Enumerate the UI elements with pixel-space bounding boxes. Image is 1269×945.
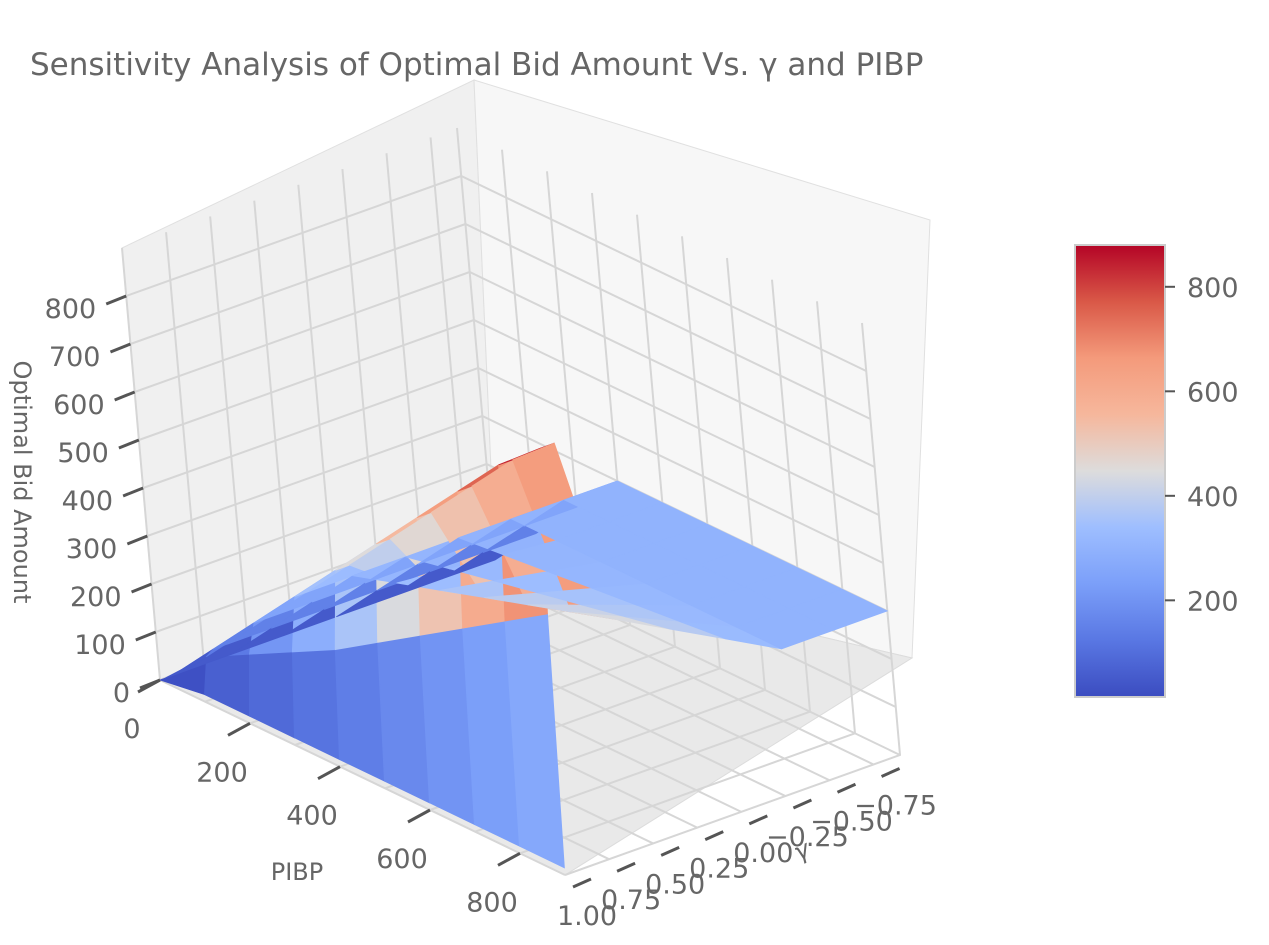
z-tick-7: [109, 342, 132, 354]
y-tick-6: [616, 861, 636, 873]
x-tick-1: [227, 722, 251, 737]
z-tick-label-4: 400: [62, 486, 114, 517]
z-tick-label-0: 0: [113, 678, 130, 709]
surface-patch-80: [788, 588, 889, 631]
x-tick-label-3: 600: [376, 844, 428, 875]
y-tick-label-5: 0.50: [645, 869, 705, 900]
z-tick-8: [105, 294, 127, 306]
z-tick-label-3: 300: [66, 534, 118, 565]
axes: 0 100 200 300 400 500 600 700 800 0 200 400 600 800 −0…: [45, 294, 937, 932]
y-tick-label-1: −0.50: [810, 806, 893, 837]
y-tick-label-4: 0.25: [689, 854, 749, 885]
colorbar-gradient: [1074, 244, 1166, 698]
y-tick-label-3: 0.00: [733, 838, 793, 869]
grid-line-z-6: [134, 270, 876, 468]
x-tick-label-1: 200: [196, 757, 248, 788]
z-tick-1: [135, 630, 157, 642]
y-tick-5: [660, 846, 680, 857]
x-tick-label-2: 400: [286, 801, 338, 832]
z-axis-label: Optimal Bid Amount: [8, 361, 36, 604]
z-tick-label-8: 800: [45, 294, 97, 325]
y-tick-label-0: −0.75: [854, 790, 937, 821]
x-axis-label: PIBP: [271, 858, 324, 886]
grid-line-z-8: [125, 174, 867, 372]
y-tick-label-6: 0.75: [601, 885, 661, 916]
grid-line-z-7: [130, 222, 871, 420]
z-tick-label-6: 600: [53, 390, 105, 421]
colorbar: 200 400 600 800: [1074, 244, 1239, 698]
z-tick-5: [118, 438, 140, 450]
colorbar-ticks: 200 400 600 800: [1165, 273, 1239, 617]
z-tick-4: [122, 486, 144, 498]
y-tick-7: [572, 877, 592, 889]
z-tick-label-1: 100: [74, 630, 126, 661]
z-tick-2: [130, 582, 153, 594]
chart-title: Sensitivity Analysis of Optimal Bid Amou…: [30, 47, 923, 83]
colorbar-tick-label-2: 600: [1187, 377, 1239, 408]
z-tick-label-7: 700: [49, 342, 101, 373]
y-tick-4: [704, 830, 724, 842]
grid-line-z-5: [138, 318, 880, 516]
colorbar-tick-label-3: 800: [1187, 273, 1239, 304]
y-tick-2: [792, 798, 813, 810]
grid-line-z-4: [142, 366, 884, 564]
y-tick-3: [748, 814, 768, 826]
y-tick-label-7: 1.00: [557, 901, 617, 932]
y-tick-1: [836, 782, 857, 794]
z-tick-label-5: 500: [57, 438, 109, 469]
x-tick-4: [497, 852, 521, 867]
y-tick-label-2: −0.25: [766, 822, 849, 853]
z-tick-3: [126, 534, 148, 546]
z-tick-label-2: 200: [70, 582, 122, 613]
x-tick-label-0: 0: [123, 714, 140, 745]
surface-mesh: [158, 442, 889, 869]
x-tick-label-4: 800: [466, 887, 518, 918]
x-tick-2: [317, 765, 341, 780]
surface-patch-18: [334, 641, 385, 782]
x-tick-3: [407, 808, 431, 824]
y-tick-0: [880, 767, 901, 778]
z-tick-6: [114, 390, 136, 402]
colorbar-tick-label-0: 200: [1187, 586, 1239, 617]
x-tick-0: [137, 678, 161, 694]
colorbar-tick-label-1: 400: [1187, 482, 1239, 513]
